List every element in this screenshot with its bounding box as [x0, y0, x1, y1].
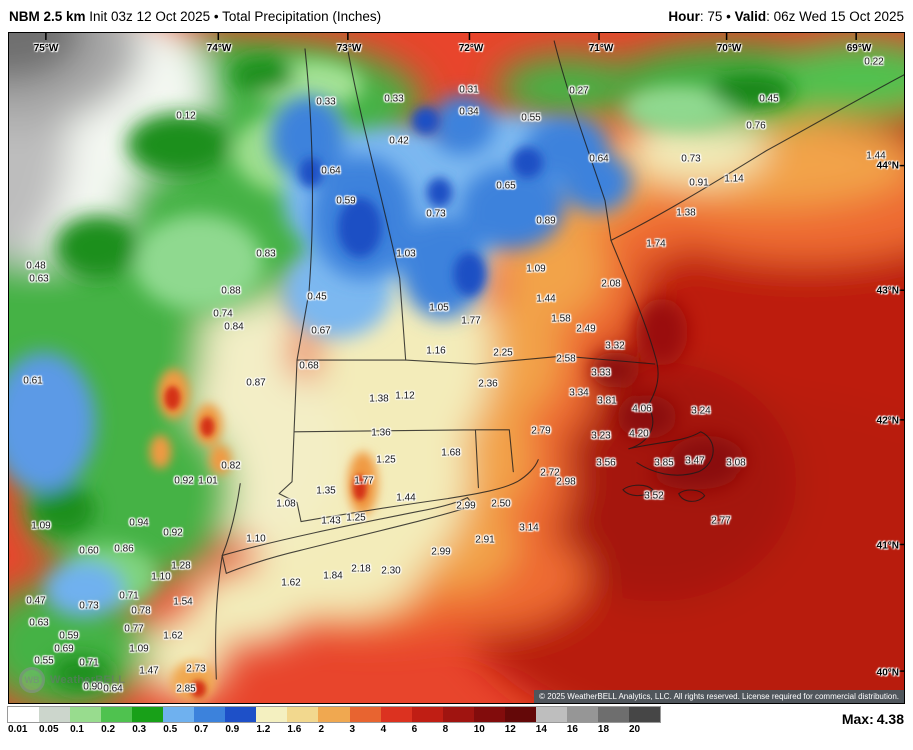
- colorbar-segment: 8: [442, 707, 474, 735]
- colorbar-segment: 1.6: [287, 707, 319, 735]
- state-borders: [215, 40, 904, 680]
- colorbar-segment: 0.1: [70, 707, 102, 735]
- colorbar-tick-label: 6: [411, 724, 418, 735]
- colorbar-tick-label: 20: [628, 724, 641, 735]
- colorbar-tick-label: 0.1: [70, 724, 84, 735]
- colorbar-segment: 6: [411, 707, 443, 735]
- colorbar-tick-label: 0.9: [225, 724, 240, 735]
- colorbar-tick-label: 3: [349, 724, 356, 735]
- colorbar-tick-label: 0.5: [163, 724, 178, 735]
- colorbar-segment: 0.3: [132, 707, 164, 735]
- colorbar: 0.01 0.05 0.1 0.2 0.3 0.5 0.7 0.9 1.2 1.6 2 3 4 6 8 10 1…: [7, 706, 661, 735]
- legend-bar: 0.01 0.05 0.1 0.2 0.3 0.5 0.7 0.9 1.2 1.6 2 3 4 6 8 10 1…: [0, 704, 913, 750]
- colorbar-tick-label: 12: [504, 724, 516, 735]
- colorbar-segment: 0.9: [225, 707, 257, 735]
- copyright-bar: © 2025 WeatherBELL Analytics, LLC. All r…: [534, 690, 904, 703]
- hour-valid-text: : 75 •: [699, 8, 735, 24]
- colorbar-segment: 12: [504, 707, 536, 735]
- colorbar-tick-label: 0.01: [8, 724, 28, 735]
- colorbar-segment: 18: [597, 707, 629, 735]
- colorbar-tick-label: 1.2: [256, 724, 271, 735]
- colorbar-segment: 0.01: [8, 707, 40, 735]
- header-left: NBM 2.5 km Init 03z 12 Oct 2025 • Total …: [9, 9, 381, 24]
- colorbar-segment: 2: [318, 707, 350, 735]
- max-value-readout: Max: 4.38: [839, 711, 904, 727]
- max-number: 4.38: [876, 711, 904, 727]
- colorbar-tick-label: 0.2: [101, 724, 116, 735]
- weatherbell-watermark: WB WeatherBELL: [19, 667, 125, 693]
- weatherbell-logo-icon: WB: [19, 667, 45, 693]
- colorbar-segment: 0.2: [101, 707, 133, 735]
- hour-valid-text: : 06z Wed 15 Oct 2025: [766, 8, 904, 24]
- colorbar-tick-label: 14: [535, 724, 547, 735]
- colorbar-segment: 20: [628, 707, 660, 735]
- hour-valid-label: Hour: [668, 8, 700, 24]
- colorbar-tick-label: 0.05: [39, 724, 59, 735]
- colorbar-segment: 0.5: [163, 707, 195, 735]
- colorbar-segment: 10: [473, 707, 505, 735]
- colorbar-segment: 16: [566, 707, 598, 735]
- map-frame: 75°W 74°W 73°W 72°W 71°W 70°W 69°W 44°N 43°N 42°N…: [8, 32, 905, 704]
- colorbar-tick-label: 4: [380, 724, 387, 735]
- colorbar-segment: 0.7: [194, 707, 226, 735]
- hour-valid-label: Valid: [734, 8, 767, 24]
- colorbar-tick-label: 2: [318, 724, 325, 735]
- colorbar-tick-label: 0.3: [132, 724, 147, 735]
- colorbar-segment: 1.2: [256, 707, 288, 735]
- graticule-ticks: [45, 33, 904, 672]
- colorbar-tick-label: 0.7: [194, 724, 209, 735]
- colorbar-tick-label: 18: [597, 724, 610, 735]
- colorbar-tick-label: 8: [442, 724, 449, 735]
- colorbar-segment: 0.05: [39, 707, 71, 735]
- header-bar: NBM 2.5 km Init 03z 12 Oct 2025 • Total …: [0, 0, 913, 32]
- colorbar-tick-label: 1.6: [287, 724, 302, 735]
- colorbar-segment: 14: [535, 707, 567, 735]
- colorbar-segment: 4: [380, 707, 412, 735]
- colorbar-segment: 3: [349, 707, 381, 735]
- colorbar-tick-label: 16: [566, 724, 578, 735]
- model-name: NBM 2.5 km: [9, 8, 86, 24]
- colorbar-tick-label: 10: [473, 724, 485, 735]
- watermark-brand-text: WeatherBELL: [50, 674, 126, 686]
- max-label: Max:: [841, 711, 874, 727]
- header-right: Hour: 75 • Valid: 06z Wed 15 Oct 2025: [668, 9, 904, 24]
- init-product-text: Init 03z 12 Oct 2025 • Total Precipitati…: [85, 8, 382, 24]
- precip-map-canvas: [9, 33, 904, 703]
